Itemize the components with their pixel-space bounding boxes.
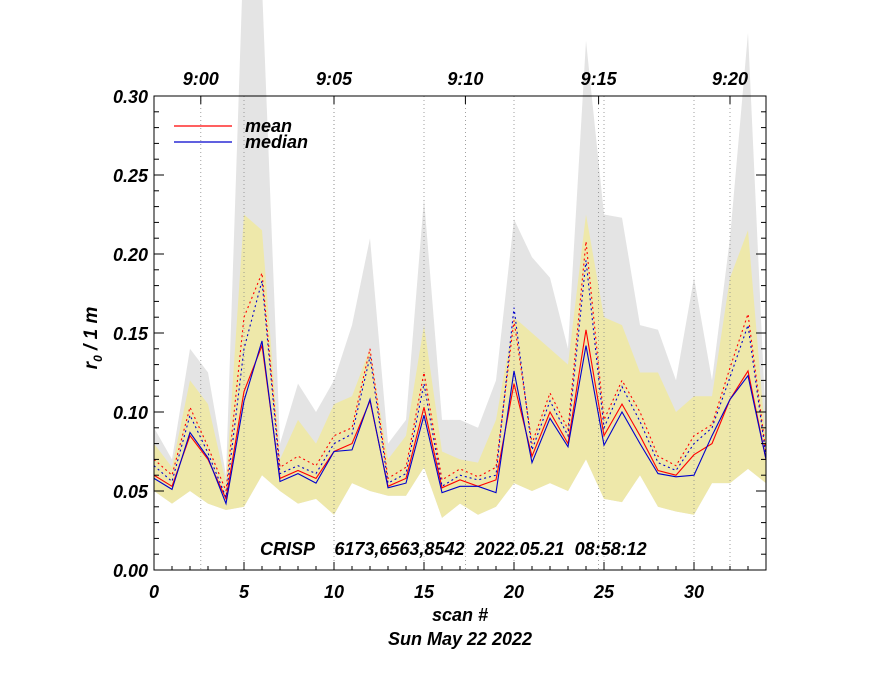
y-axis-label-subscript: 0 — [91, 355, 105, 362]
y-tick-label: 0.30 — [113, 87, 148, 107]
time-tick-label: 9:10 — [447, 69, 483, 89]
x-tick-label: 20 — [503, 582, 524, 602]
x-tick-label: 30 — [684, 582, 704, 602]
x-axis-label: scan # — [432, 605, 488, 625]
yellow-band — [154, 214, 766, 518]
vertical-guides — [200, 96, 731, 570]
svg-text:r0 / 1 m: r0 / 1 m — [81, 307, 105, 370]
time-tick-label: 9:20 — [712, 69, 748, 89]
time-tick-label: 9:05 — [316, 69, 353, 89]
series-layer — [154, 241, 766, 506]
x-tick-label: 5 — [239, 582, 250, 602]
x-tick-label: 10 — [324, 582, 344, 602]
y-tick-label: 0.20 — [113, 245, 148, 265]
y-tick-label: 0.10 — [113, 403, 148, 423]
y-axis-label: r0 / 1 m — [81, 307, 105, 370]
date-label: Sun May 22 2022 — [388, 629, 532, 649]
series-line-median — [154, 340, 766, 506]
axis-labels: 0 5 10 15 20 25 30 0.00 0.05 0.10 0.15 0.20 0.25 0.30… — [113, 69, 748, 602]
y-axis-label-rest: / 1 m — [81, 307, 102, 356]
y-tick-label: 0.05 — [113, 482, 149, 502]
axis-ticks — [153, 95, 767, 571]
series-line-median-upper — [154, 260, 766, 500]
time-tick-label: 9:00 — [183, 69, 219, 89]
annotation-text: CRISP 6173,6563,8542 2022.05.21 08:58:12 — [260, 539, 647, 559]
series-line-mean-upper — [154, 241, 766, 492]
legend-label-mean: mean — [245, 116, 292, 136]
x-tick-label: 0 — [149, 582, 159, 602]
time-tick-label: 9:15 — [581, 69, 618, 89]
y-axis-label-main: r — [81, 360, 102, 369]
bands-layer — [154, 0, 766, 518]
x-tick-label: 15 — [414, 582, 435, 602]
y-tick-label: 0.00 — [113, 561, 148, 581]
legend-label-median: median — [245, 132, 308, 152]
y-tick-label: 0.15 — [113, 324, 149, 344]
y-tick-label: 0.25 — [113, 166, 149, 186]
x-tick-label: 25 — [593, 582, 615, 602]
